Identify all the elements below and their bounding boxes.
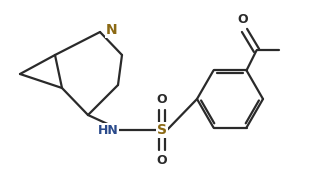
Text: HN: HN	[98, 124, 118, 136]
Text: N: N	[106, 23, 118, 37]
Text: O: O	[157, 93, 167, 106]
Text: O: O	[157, 154, 167, 167]
Text: S: S	[157, 123, 167, 137]
Text: O: O	[237, 13, 248, 26]
